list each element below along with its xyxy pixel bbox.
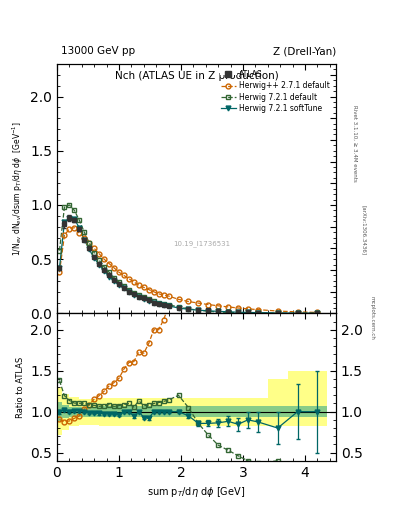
Bar — [307, 406, 327, 417]
Bar — [223, 398, 233, 425]
Bar — [193, 406, 203, 417]
Bar — [253, 406, 268, 417]
Bar — [129, 406, 139, 417]
Bar — [159, 398, 174, 425]
Bar — [70, 397, 79, 426]
Bar — [174, 406, 184, 417]
X-axis label: sum p$_T$/d$\eta$ d$\phi$ [GeV]: sum p$_T$/d$\eta$ d$\phi$ [GeV] — [147, 485, 246, 499]
Bar — [184, 398, 193, 425]
Bar — [307, 371, 327, 425]
Y-axis label: 1/N$_{ev}$ dN$_{ev}$/dsum p$_T$/d$\eta$ d$\phi$  [GeV$^{-1}$]: 1/N$_{ev}$ dN$_{ev}$/dsum p$_T$/d$\eta$ … — [10, 121, 25, 256]
Bar — [57, 402, 62, 421]
Bar — [119, 398, 129, 425]
Bar — [268, 379, 288, 425]
Bar — [233, 406, 243, 417]
Bar — [213, 398, 223, 425]
Bar — [57, 387, 62, 435]
Bar — [243, 398, 253, 425]
Bar — [79, 407, 89, 417]
Bar — [203, 406, 213, 417]
Text: 13000 GeV pp: 13000 GeV pp — [61, 46, 135, 56]
Bar — [203, 398, 213, 425]
Legend: ATLAS, Herwig++ 2.7.1 default, Herwig 7.2.1 default, Herwig 7.2.1 softTune: ATLAS, Herwig++ 2.7.1 default, Herwig 7.… — [219, 68, 332, 115]
Bar — [62, 394, 70, 430]
Bar — [109, 398, 119, 425]
Bar — [119, 406, 129, 417]
Bar — [268, 406, 288, 417]
Bar — [99, 398, 109, 425]
Bar — [193, 398, 203, 425]
Y-axis label: Ratio to ATLAS: Ratio to ATLAS — [16, 356, 25, 418]
Bar — [139, 398, 149, 425]
Bar — [243, 406, 253, 417]
Text: mcplots.cern.ch: mcplots.cern.ch — [369, 295, 375, 339]
Text: 10.19_I1736531: 10.19_I1736531 — [174, 240, 231, 247]
Text: Nch (ATLAS UE in Z production): Nch (ATLAS UE in Z production) — [115, 72, 278, 81]
Bar — [139, 406, 149, 417]
Bar — [89, 407, 99, 417]
Bar — [129, 398, 139, 425]
Bar — [62, 405, 70, 418]
Bar — [79, 398, 89, 425]
Bar — [223, 406, 233, 417]
Bar — [159, 406, 174, 417]
Bar — [184, 406, 193, 417]
Bar — [288, 371, 307, 425]
Bar — [70, 407, 79, 417]
Bar — [109, 406, 119, 417]
Bar — [149, 406, 159, 417]
Bar — [174, 398, 184, 425]
Text: Rivet 3.1.10, ≥ 3.4M events: Rivet 3.1.10, ≥ 3.4M events — [352, 105, 357, 182]
Text: [arXiv:1306.3436]: [arXiv:1306.3436] — [362, 205, 367, 255]
Bar — [149, 398, 159, 425]
Bar — [213, 406, 223, 417]
Bar — [99, 406, 109, 417]
Bar — [288, 406, 307, 417]
Bar — [233, 398, 243, 425]
Bar — [89, 398, 99, 425]
Text: Z (Drell-Yan): Z (Drell-Yan) — [273, 46, 336, 56]
Bar — [253, 398, 268, 425]
